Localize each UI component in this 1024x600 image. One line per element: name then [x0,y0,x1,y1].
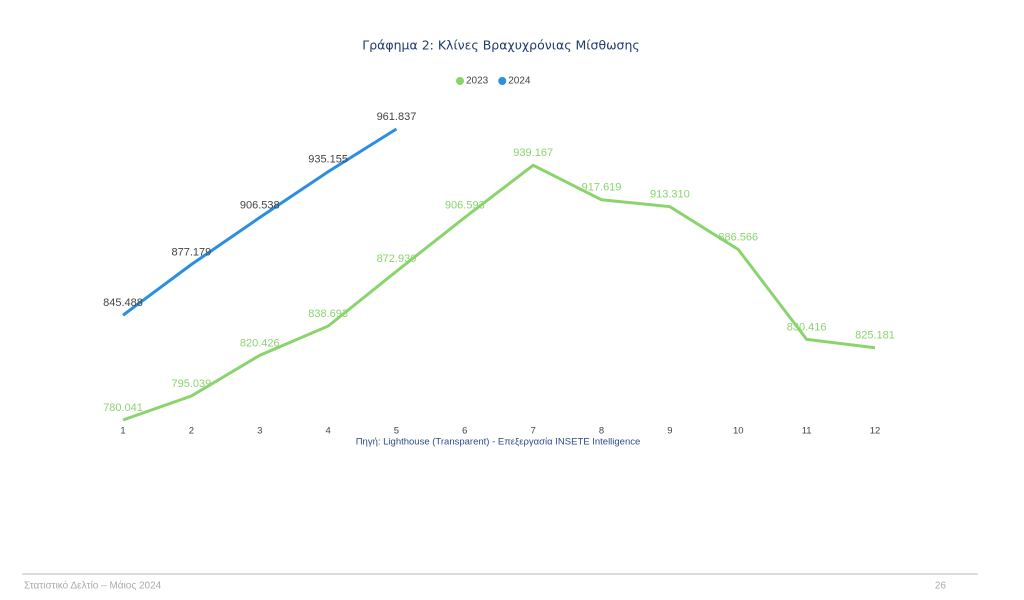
data-label: 838.693 [308,308,348,320]
data-label: 825.181 [855,330,895,342]
data-label: 845.488 [103,297,143,309]
data-label: 886.566 [718,231,758,243]
data-label: 935.155 [308,154,348,166]
x-tick-label: 10 [733,426,744,437]
x-tick-label: 3 [257,426,262,437]
x-tick-label: 12 [870,426,881,437]
x-tick-label: 11 [802,426,812,437]
data-label: 830.416 [787,321,827,333]
data-label: 939.167 [513,147,553,159]
data-label: 913.310 [650,189,690,201]
page-number: 26 [935,581,947,592]
legend-label: 2024 [508,76,531,87]
legend-marker [456,77,464,85]
x-tick-label: 1 [120,426,125,437]
line-series [122,127,398,317]
footer-text: Στατιστικό Δελτίο – Μάιος 2024 [24,580,162,592]
legend-label: 2023 [466,76,489,87]
data-label: 795.039 [171,378,211,390]
source-note: Πηγή: Lighthouse (Transparent) - Επεξεργ… [356,437,641,448]
x-tick-label: 6 [462,426,467,437]
data-label: 877.179 [171,246,211,258]
x-tick-label: 5 [394,426,399,437]
data-label: 917.619 [582,182,622,194]
data-label: 820.426 [240,337,280,349]
data-label: 872.930 [377,253,417,265]
x-tick-label: 4 [325,426,330,437]
data-label: 906.593 [445,199,485,211]
x-tick-label: 9 [667,426,672,437]
line-series [122,163,876,422]
data-label: 961.837 [377,111,417,123]
chart-title: Γράφημα 2: Κλίνες Βραχυχρόνιας Μίσθωσης [362,38,639,53]
x-tick-label: 8 [599,426,604,437]
data-label: 780.041 [103,402,143,414]
x-tick-label: 7 [531,426,536,437]
data-label: 906.538 [240,199,280,211]
legend-marker [498,77,507,85]
x-tick-label: 2 [189,426,194,437]
